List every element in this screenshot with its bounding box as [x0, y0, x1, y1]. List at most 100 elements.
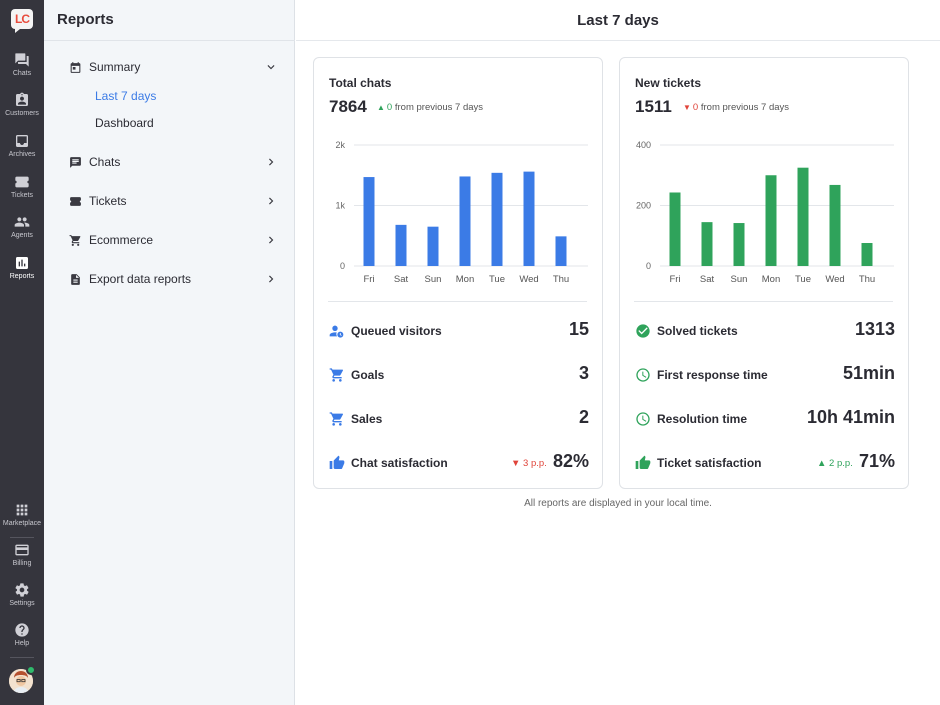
metric-goals: Goals 3	[329, 362, 589, 386]
sidebar-item-label: Export data reports	[89, 272, 192, 286]
card-delta: ▼ 0 from previous 7 days	[683, 102, 789, 113]
chart-bar	[523, 171, 535, 266]
check-circle-icon	[636, 324, 650, 338]
metric-label: Goals	[351, 368, 385, 382]
rail-divider	[10, 657, 34, 658]
reports-icon	[16, 257, 28, 269]
chart-bar	[363, 177, 375, 266]
sidebar-item-label: Ecommerce	[89, 233, 154, 247]
rail-item-archives[interactable]: Archives	[0, 133, 44, 158]
rail-item-billing[interactable]: Billing	[0, 542, 44, 567]
chevron-right-icon	[269, 275, 274, 283]
metric-ticket-satisfaction: Ticket satisfaction ▲ 2 p.p. 71%	[635, 450, 895, 474]
left-rail: LC Chats Customers Archives Tickets Agen…	[0, 0, 44, 705]
x-tick-label: Sun	[731, 274, 748, 285]
card-title: Total chats	[329, 76, 392, 90]
chevron-down-icon	[267, 65, 275, 70]
metric-value: 3	[578, 363, 589, 383]
card-icon	[15, 544, 29, 556]
y-tick-label: 0	[340, 261, 345, 271]
metric-label: Queued visitors	[351, 324, 442, 338]
metric-queued-visitors: Queued visitors 15	[329, 318, 589, 342]
new-tickets-chart: 0 200 400 Fri Sat Sun Mon Tue Wed Thu	[636, 140, 894, 285]
card-delta: ▲ 0 from previous 7 days	[377, 102, 483, 113]
sidebar-subitem-last-7-days[interactable]: Last 7 days	[95, 89, 157, 103]
x-tick-label: Tue	[795, 274, 811, 285]
x-tick-label: Sat	[700, 274, 715, 285]
sidebar: Reports Summary Last 7 days Dashboard Ch…	[44, 0, 295, 705]
sidebar-item-ecommerce[interactable]: Ecommerce	[68, 229, 278, 251]
x-tick-label: Fri	[363, 274, 374, 285]
metric-label: Resolution time	[657, 412, 748, 426]
rail-label: Archives	[8, 151, 36, 158]
metric-pp-change: ▲ 2 p.p.	[817, 458, 853, 469]
y-tick-label: 2k	[335, 140, 345, 150]
cart-icon	[68, 233, 82, 247]
rail-item-agents[interactable]: Agents	[0, 214, 44, 239]
sidebar-item-summary[interactable]: Summary	[68, 56, 278, 78]
rail-label: Marketplace	[2, 520, 42, 527]
rail-label: Agents	[11, 232, 33, 239]
metric-value: 82%	[552, 451, 589, 471]
chart-bar	[395, 224, 407, 266]
x-tick-label: Wed	[825, 274, 844, 285]
rail-item-settings[interactable]: Settings	[0, 582, 44, 607]
calendar-icon	[68, 60, 82, 74]
x-tick-label: Sat	[394, 274, 409, 285]
chevron-right-icon	[269, 197, 274, 205]
x-tick-label: Tue	[489, 274, 505, 285]
rail-label: Tickets	[11, 192, 33, 199]
metric-pp-value: 3 p.p.	[523, 458, 547, 469]
sidebar-item-label: Tickets	[89, 194, 127, 208]
chart-bar	[427, 226, 439, 266]
chevron-right-icon	[269, 236, 274, 244]
sidebar-item-export[interactable]: Export data reports	[68, 268, 278, 290]
metric-label: Ticket satisfaction	[657, 456, 762, 470]
sidebar-subitem-dashboard[interactable]: Dashboard	[95, 116, 154, 130]
delta-value: 0	[386, 102, 393, 113]
metric-resolution-time: Resolution time 10h 41min	[635, 406, 895, 430]
x-tick-label: Wed	[519, 274, 538, 285]
y-tick-label: 400	[636, 140, 651, 150]
cart-icon	[329, 368, 343, 382]
metric-solved-tickets: Solved tickets 1313	[635, 318, 895, 342]
chart-bar	[491, 172, 503, 266]
arrow-up-icon: ▲	[377, 103, 385, 112]
rail-label: Customers	[5, 110, 39, 117]
metric-sales: Sales 2	[329, 406, 589, 430]
gear-icon	[15, 583, 29, 597]
y-tick-label: 1k	[335, 201, 345, 211]
chart-divider	[328, 301, 587, 302]
metric-value: 71%	[858, 451, 895, 471]
chart-bar	[829, 184, 841, 266]
footer-note: All reports are displayed in your local …	[524, 498, 712, 509]
rail-item-customers[interactable]: Customers	[0, 92, 44, 117]
agents-icon	[14, 217, 30, 227]
grid-icon	[16, 504, 28, 516]
rail-label: Billing	[12, 560, 32, 567]
cart-icon	[329, 412, 343, 426]
y-tick-label: 0	[646, 261, 651, 271]
metric-pp-change: ▼ 3 p.p.	[511, 458, 547, 469]
rail-item-tickets[interactable]: Tickets	[0, 174, 44, 199]
rail-item-chats[interactable]: Chats	[0, 52, 44, 77]
sidebar-item-chats[interactable]: Chats	[68, 151, 278, 173]
sidebar-item-label: Summary	[89, 60, 141, 74]
sidebar-title-divider	[44, 40, 295, 41]
rail-item-help[interactable]: Help	[0, 622, 44, 647]
card-title: New tickets	[635, 76, 702, 90]
rail-label: Settings	[9, 600, 35, 607]
sidebar-item-tickets[interactable]: Tickets	[68, 190, 278, 212]
chat-icon	[68, 155, 82, 169]
chart-bar	[861, 243, 873, 266]
rail-item-marketplace[interactable]: Marketplace	[0, 502, 44, 527]
ticket-icon	[68, 194, 82, 208]
x-tick-label: Mon	[762, 274, 780, 285]
logo[interactable]: LC	[11, 9, 33, 33]
arrow-down-icon: ▼	[511, 458, 521, 469]
rail-item-reports[interactable]: Reports	[0, 255, 44, 280]
delta-text: from previous 7 days	[700, 102, 790, 113]
metric-label: Sales	[351, 412, 383, 426]
total-chats-card: Total chats 7864 ▲ 0 from previous 7 days…	[313, 57, 603, 489]
clock-icon	[636, 368, 650, 382]
